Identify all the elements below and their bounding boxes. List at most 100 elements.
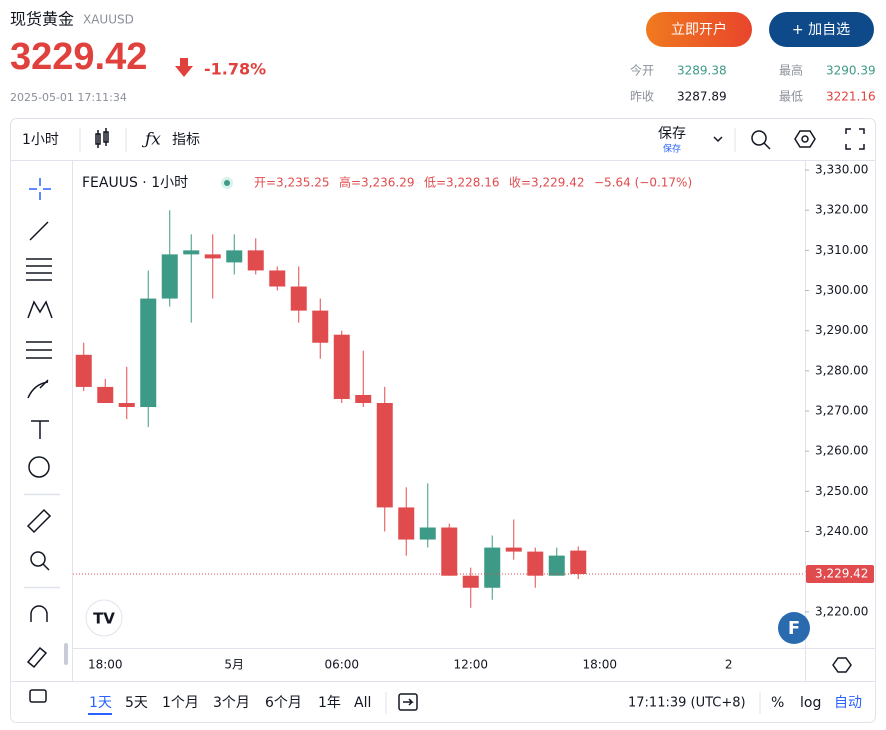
candle-body (269, 270, 286, 287)
save-sub[interactable]: 保存 (663, 143, 681, 155)
lock-draw-tool[interactable] (26, 646, 48, 669)
datetime: 2025-05-01 17:11:34 (10, 91, 127, 104)
candle-body (226, 250, 243, 263)
crosshair-tool[interactable] (29, 178, 51, 200)
y-tick-label: 3,260.00 (815, 444, 868, 458)
zoom-tool[interactable] (30, 551, 46, 567)
down-arrow (175, 58, 193, 77)
candle-body (398, 507, 415, 540)
candle-body (505, 547, 522, 552)
fib-tool[interactable] (26, 258, 52, 281)
stat-value: 3287.89 (677, 90, 727, 104)
indicators-button[interactable]: 指标 (172, 132, 200, 148)
title: 现货黄金 (10, 10, 74, 29)
add-watchlist-button[interactable] (769, 12, 874, 47)
y-tick-label: 3,330.00 (815, 163, 868, 177)
candle-body (97, 386, 114, 403)
candle-body (183, 250, 200, 255)
x-tick-label: 2 (725, 658, 733, 672)
open-account-button[interactable] (646, 12, 752, 47)
price: 3229.42 (10, 36, 147, 78)
pattern-tool[interactable] (27, 300, 53, 319)
candle-body (312, 310, 329, 343)
stat-label: 最低 (779, 90, 803, 104)
percent-toggle[interactable]: % (771, 695, 784, 711)
projection-tool[interactable] (26, 341, 52, 359)
save-button[interactable]: 保存 (658, 126, 686, 142)
legend-value: 低=3,228.16 (424, 176, 500, 190)
y-tick-label: 3,290.00 (815, 323, 868, 337)
y-tick-label: 3,270.00 (815, 404, 868, 418)
range-button[interactable]: 1天 (89, 695, 112, 711)
candle-type-icon[interactable] (95, 128, 109, 148)
range-button[interactable]: All (354, 695, 371, 711)
auto-toggle[interactable]: 自动 (834, 695, 862, 711)
candle-body (161, 254, 178, 299)
fullscreen-icon[interactable] (845, 128, 865, 150)
lock-tool[interactable] (29, 689, 47, 703)
candle-body (355, 394, 372, 403)
stat-label: 最高 (779, 63, 803, 78)
add-watchlist-label[interactable]: + 加自选 (792, 22, 850, 38)
last-price-tag (806, 565, 874, 584)
y-tick-label: 3,240.00 (815, 524, 868, 538)
status-dot (224, 180, 230, 186)
y-tick-label: 3,300.00 (815, 283, 868, 297)
x-tick-label: 06:00 (324, 658, 359, 672)
plot: 3,220.003,230.003,240.003,250.003,260.00… (73, 163, 874, 672)
range-button[interactable]: 3个月 (213, 695, 250, 711)
candle-body (462, 575, 479, 588)
y-tick-label: 3,310.00 (815, 243, 868, 257)
alert-icon[interactable] (751, 130, 771, 150)
x-tick-label: 18:00 (582, 658, 617, 672)
save-dropdown[interactable] (713, 136, 723, 143)
text-tool[interactable] (31, 420, 49, 439)
candle-body (419, 527, 436, 540)
candle-body (441, 527, 458, 576)
candle-body (118, 402, 135, 408)
candle-body (75, 354, 92, 387)
candle-body (333, 334, 350, 399)
symbol: XAUUSD (83, 13, 134, 27)
trend-line-tool[interactable] (29, 221, 49, 241)
candle-body (247, 250, 264, 271)
range-button[interactable]: 6个月 (265, 695, 302, 711)
x-tick-label: 12:00 (453, 658, 488, 672)
range-button[interactable]: 1年 (318, 695, 341, 711)
change: -1.78% (204, 60, 266, 79)
legend-value: 收=3,229.42 (509, 176, 585, 190)
emoji-tool[interactable] (28, 456, 50, 478)
brush-tool[interactable] (27, 379, 49, 399)
interval-button[interactable]: 1小时 (22, 132, 59, 148)
range-button[interactable]: 5天 (125, 695, 148, 711)
open-account-label[interactable]: 立即开户 (671, 21, 727, 38)
legend-value: 高=3,236.29 (339, 175, 415, 190)
candle-body (290, 286, 307, 311)
magnet-tool[interactable] (30, 605, 48, 622)
candle-body (527, 551, 544, 576)
range-button[interactable]: 1个月 (162, 695, 199, 711)
stat-value: 3289.38 (677, 64, 727, 78)
tv-logo (85, 599, 123, 637)
axis-settings[interactable] (832, 657, 852, 673)
settings-icon[interactable] (794, 130, 816, 148)
x-tick-label: 5月 (224, 658, 244, 672)
stat-label: 昨收 (630, 90, 654, 104)
brand-logo (778, 612, 810, 644)
fx-icon[interactable]: ƒx (141, 130, 161, 150)
zoom-handle (42, 563, 50, 571)
goto-date-icon[interactable] (398, 693, 418, 711)
chart-title: FEAUUS · 1小时 (82, 175, 188, 191)
last-price-label: 3,229.42 (815, 567, 868, 581)
candle-body (140, 298, 157, 408)
ruler-tool[interactable] (26, 508, 52, 534)
stat-label: 今开 (630, 63, 654, 78)
stat-value: 3221.16 (826, 90, 876, 104)
stat-value: 3290.39 (826, 64, 876, 78)
candle-body (204, 254, 221, 259)
y-tick-label: 3,320.00 (815, 203, 868, 217)
log-toggle[interactable]: log (800, 695, 821, 711)
candle-body (548, 555, 565, 576)
